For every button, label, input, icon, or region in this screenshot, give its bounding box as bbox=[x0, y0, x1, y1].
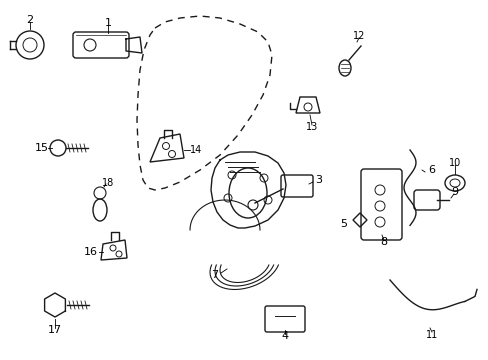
Text: 14: 14 bbox=[189, 145, 202, 155]
Text: 4: 4 bbox=[281, 331, 288, 341]
Text: 18: 18 bbox=[102, 178, 114, 188]
Text: 12: 12 bbox=[352, 31, 365, 41]
Text: 7: 7 bbox=[211, 270, 218, 280]
Text: 10: 10 bbox=[448, 158, 460, 168]
Text: 17: 17 bbox=[48, 325, 62, 335]
Text: 1: 1 bbox=[104, 18, 111, 28]
Text: 8: 8 bbox=[380, 237, 387, 247]
Text: 15: 15 bbox=[35, 143, 49, 153]
Text: 6: 6 bbox=[427, 165, 435, 175]
Text: 3: 3 bbox=[315, 175, 322, 185]
Text: 5: 5 bbox=[340, 219, 347, 229]
Text: 16: 16 bbox=[84, 247, 98, 257]
Text: 13: 13 bbox=[305, 122, 318, 132]
Text: 11: 11 bbox=[425, 330, 437, 340]
Text: 2: 2 bbox=[26, 15, 34, 25]
Text: 9: 9 bbox=[450, 187, 458, 197]
